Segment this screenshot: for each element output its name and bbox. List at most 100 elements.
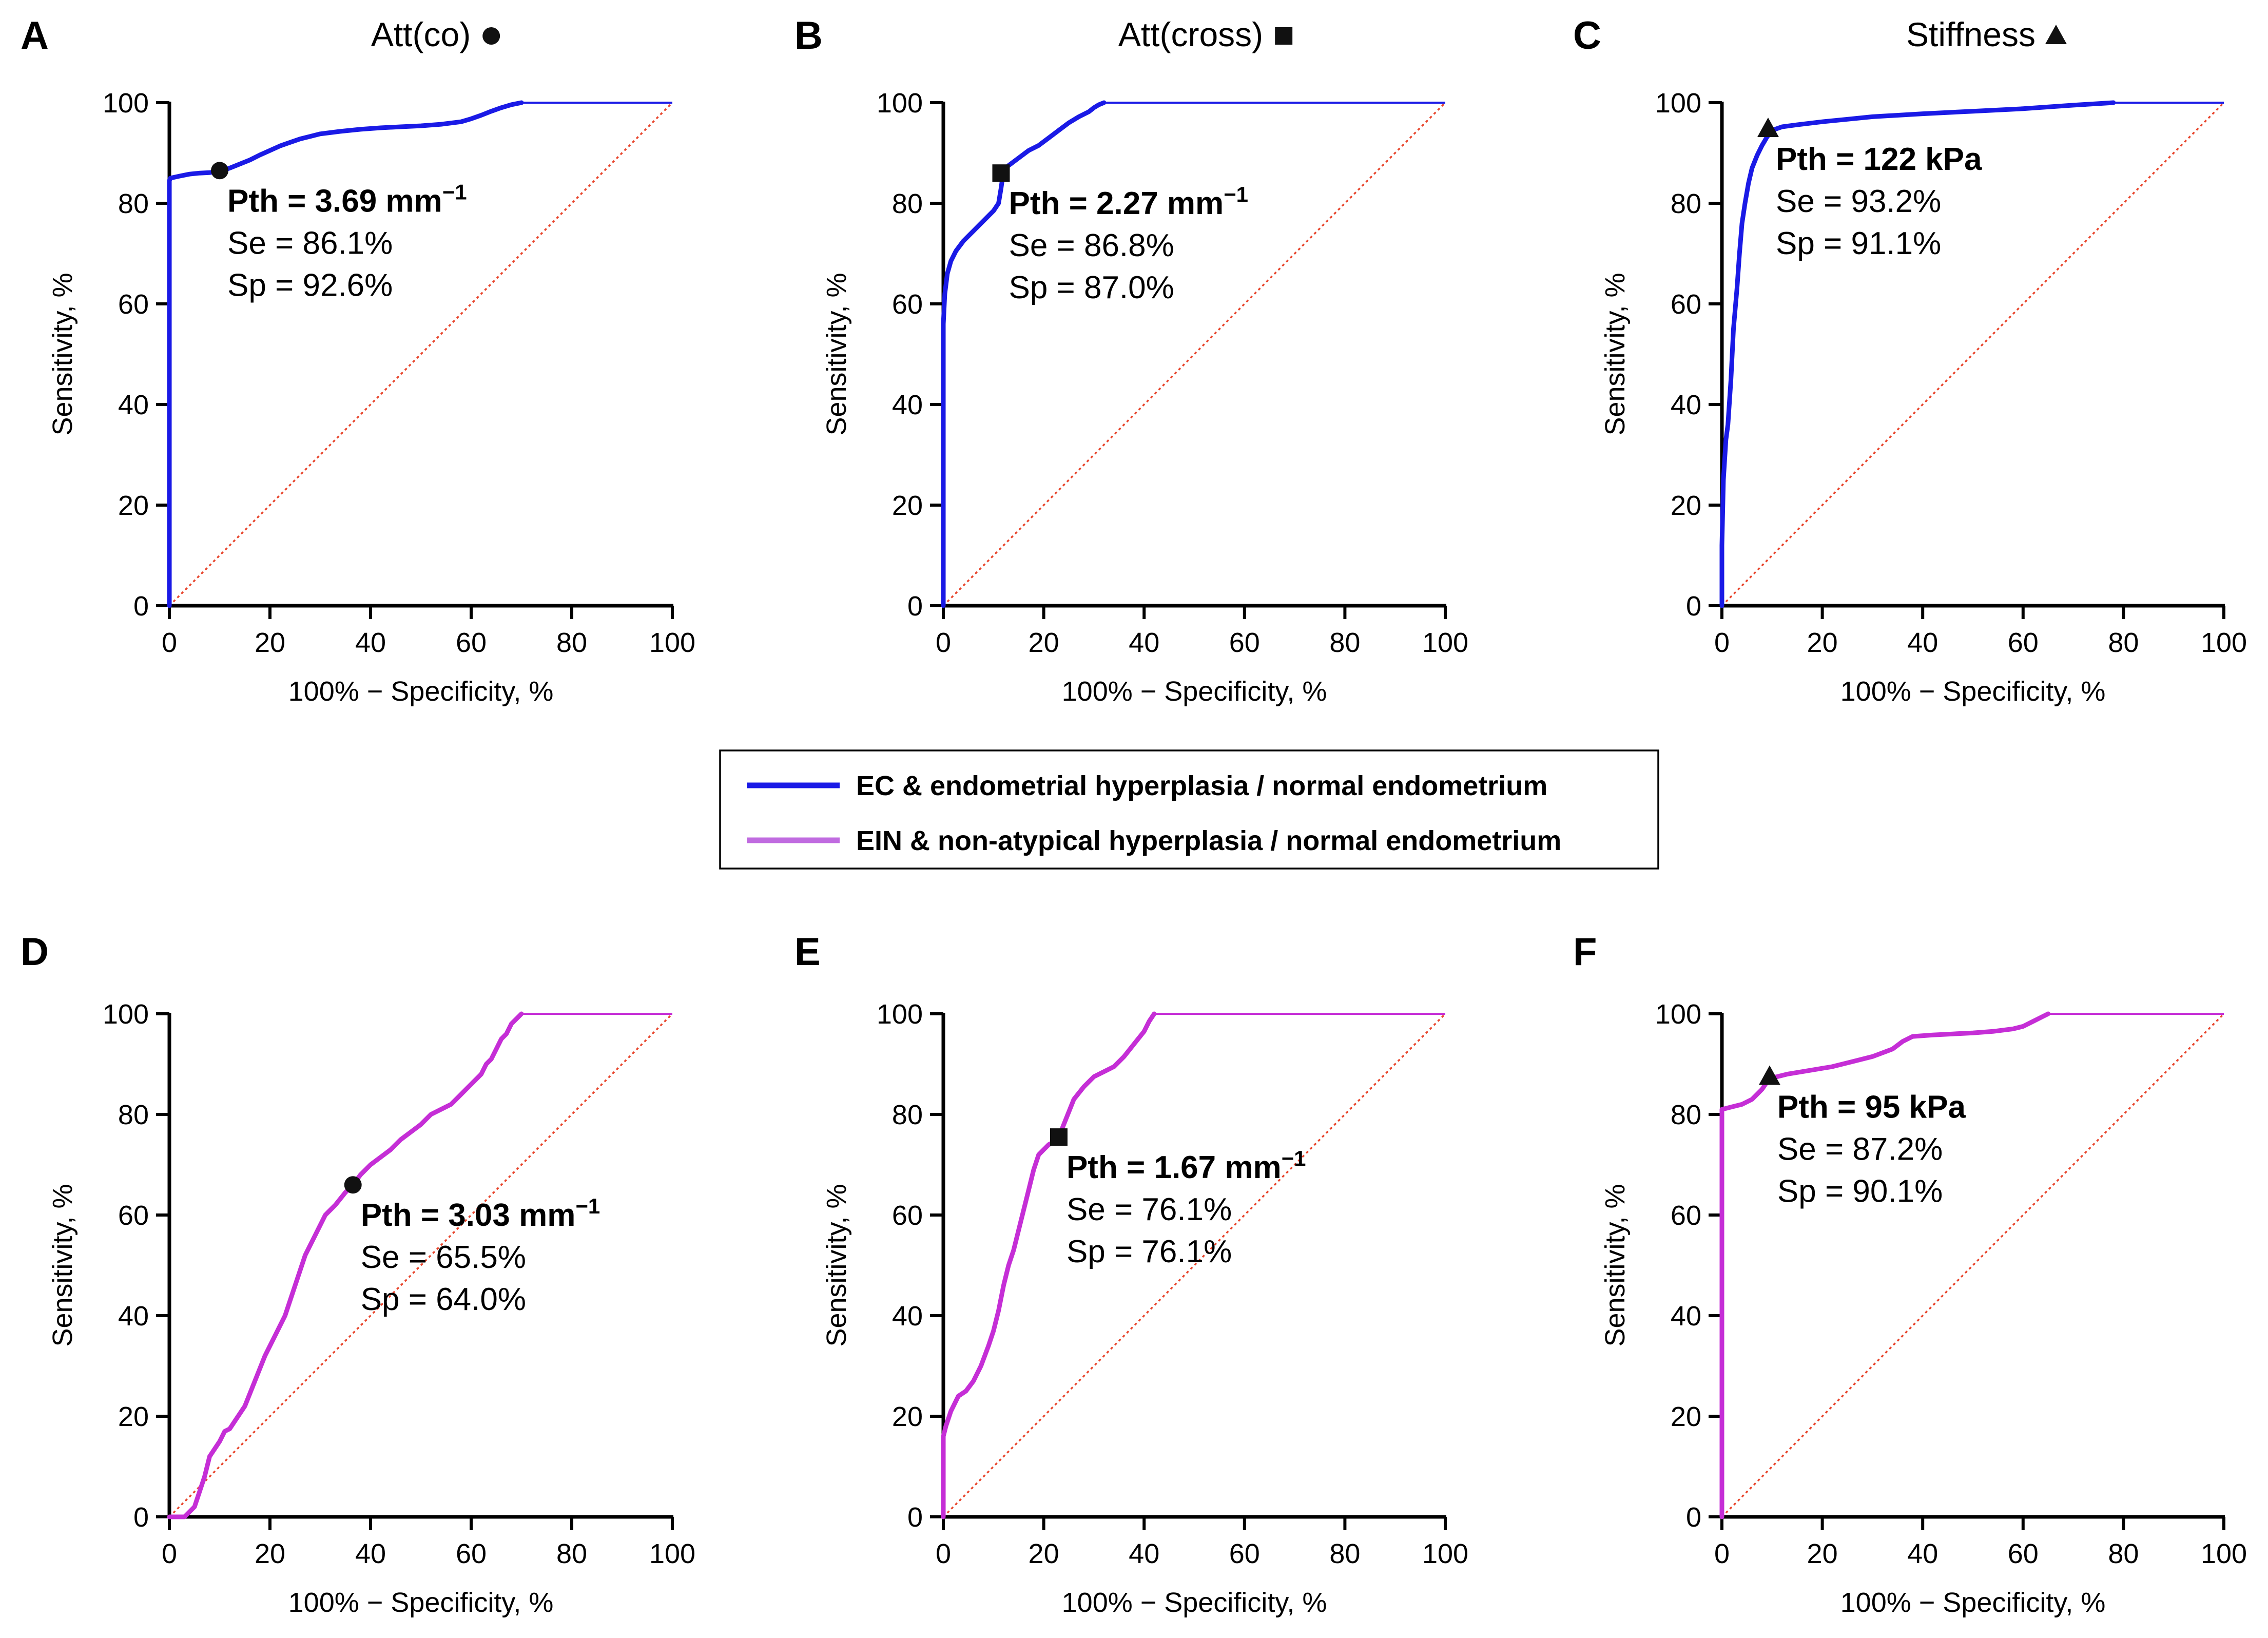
panel-e: E 0 20 40 60 80 100 0 20 40 60 80 100 100% − Specific… bbox=[794, 930, 1468, 1618]
y-tick-label-b: 40 bbox=[892, 390, 923, 420]
panel-letter-e: E bbox=[794, 930, 821, 974]
y-tick-label-d: 60 bbox=[118, 1200, 149, 1231]
y-tick-label-a: 100 bbox=[103, 88, 149, 119]
x-tick-label-e: 0 bbox=[936, 1538, 951, 1569]
y-tick-label-f: 20 bbox=[1671, 1401, 1701, 1432]
x-axis-label-c: 100% − Specificity, % bbox=[1840, 676, 2106, 707]
threshold-marker-f bbox=[1758, 1065, 1780, 1085]
threshold-label-f: Pth = 95 kPa bbox=[1777, 1090, 1966, 1125]
sensitivity-value-b: Se = 86.8% bbox=[1009, 228, 1174, 263]
y-tick-label-d: 20 bbox=[118, 1401, 149, 1432]
x-tick-label-a: 0 bbox=[162, 627, 177, 658]
x-tick-label-d: 40 bbox=[355, 1538, 386, 1569]
panel-letter-c: C bbox=[1573, 14, 1601, 57]
panel-letter-f: F bbox=[1573, 930, 1597, 974]
x-axis-label-b: 100% − Specificity, % bbox=[1062, 676, 1327, 707]
x-tick-label-a: 80 bbox=[556, 627, 587, 658]
x-tick-label-c: 0 bbox=[1714, 627, 1730, 658]
x-tick-label-c: 80 bbox=[2108, 627, 2139, 658]
specificity-value-d: Sp = 64.0% bbox=[361, 1282, 526, 1317]
roc-curve-c bbox=[1719, 100, 2116, 608]
panel-letter-d: D bbox=[21, 930, 49, 974]
y-tick-label-f: 40 bbox=[1671, 1301, 1701, 1332]
roc-curve-a bbox=[167, 100, 524, 608]
y-tick-label-e: 0 bbox=[907, 1502, 923, 1533]
threshold-marker-d bbox=[344, 1176, 362, 1194]
y-tick-label-c: 80 bbox=[1671, 188, 1701, 219]
specificity-value-b: Sp = 87.0% bbox=[1009, 270, 1174, 305]
panel-letter-b: B bbox=[794, 14, 823, 57]
reference-diagonal-c bbox=[1721, 102, 2225, 607]
sensitivity-value-f: Se = 87.2% bbox=[1777, 1132, 1943, 1167]
y-axis-label-b: Sensitivity, % bbox=[821, 273, 852, 435]
threshold-marker-a bbox=[211, 162, 228, 180]
y-tick-label-c: 60 bbox=[1671, 289, 1701, 320]
y-tick-label-b: 60 bbox=[892, 289, 923, 320]
y-tick-label-b: 20 bbox=[892, 490, 923, 521]
panel-title-b: Att(cross) bbox=[1118, 15, 1263, 53]
threshold-label-c: Pth = 122 kPa bbox=[1776, 142, 1982, 177]
y-tick-label-c: 0 bbox=[1686, 591, 1701, 622]
threshold-marker-c bbox=[1757, 117, 1779, 137]
specificity-value-f: Sp = 90.1% bbox=[1777, 1174, 1943, 1209]
x-tick-label-c: 100 bbox=[2201, 627, 2247, 658]
y-tick-label-d: 80 bbox=[118, 1100, 149, 1130]
roc-curve-f bbox=[1719, 1011, 2051, 1519]
y-axis-label-c: Sensitivity, % bbox=[1600, 273, 1631, 435]
x-tick-label-c: 20 bbox=[1807, 627, 1838, 658]
y-tick-label-f: 100 bbox=[1655, 999, 1701, 1030]
x-tick-label-a: 100 bbox=[649, 627, 695, 658]
sensitivity-value-e: Se = 76.1% bbox=[1067, 1192, 1232, 1227]
sensitivity-value-a: Se = 86.1% bbox=[227, 225, 393, 261]
roc-curve-e bbox=[941, 1011, 1157, 1519]
x-tick-label-b: 60 bbox=[1229, 627, 1260, 658]
panel-a: A Att(co) 0 20 40 60 80 100 0 20 40 60 80 100 100% − S… bbox=[21, 14, 695, 707]
legend-label-blue: EC & endometrial hyperplasia / normal en… bbox=[856, 770, 1547, 801]
y-tick-label-b: 80 bbox=[892, 188, 923, 219]
panels: A Att(co) 0 20 40 60 80 100 0 20 40 60 80 100 100% − S… bbox=[21, 14, 2247, 1618]
panel-b: B Att(cross) 0 20 40 60 80 100 0 20 40 60 80 100 100% … bbox=[794, 14, 1468, 707]
x-axis-label-d: 100% − Specificity, % bbox=[288, 1587, 554, 1618]
x-tick-label-f: 100 bbox=[2201, 1538, 2247, 1569]
x-tick-label-e: 80 bbox=[1329, 1538, 1360, 1569]
x-tick-label-e: 60 bbox=[1229, 1538, 1260, 1569]
x-tick-label-e: 100 bbox=[1422, 1538, 1468, 1569]
y-tick-label-c: 100 bbox=[1655, 88, 1701, 119]
y-tick-label-b: 100 bbox=[877, 88, 923, 119]
y-tick-label-c: 20 bbox=[1671, 490, 1701, 521]
y-tick-label-a: 0 bbox=[133, 591, 149, 622]
threshold-label-b: Pth = 2.27 mm−1 bbox=[1009, 182, 1248, 221]
panel-c: C Stiffness 0 20 40 60 80 100 0 20 40 60 80 100 100% −… bbox=[1573, 14, 2247, 707]
x-axis-label-e: 100% − Specificity, % bbox=[1062, 1587, 1327, 1618]
threshold-label-a: Pth = 3.69 mm−1 bbox=[227, 180, 467, 219]
y-axis-label-e: Sensitivity, % bbox=[821, 1184, 852, 1346]
x-tick-label-f: 80 bbox=[2108, 1538, 2139, 1569]
specificity-value-e: Sp = 76.1% bbox=[1067, 1234, 1232, 1269]
y-tick-label-f: 0 bbox=[1686, 1502, 1701, 1533]
y-tick-label-e: 80 bbox=[892, 1100, 923, 1130]
y-tick-label-a: 60 bbox=[118, 289, 149, 320]
y-tick-label-e: 60 bbox=[892, 1200, 923, 1231]
specificity-value-a: Sp = 92.6% bbox=[227, 267, 393, 303]
y-tick-label-d: 100 bbox=[103, 999, 149, 1030]
x-tick-label-b: 100 bbox=[1422, 627, 1468, 658]
y-axis-label-d: Sensitivity, % bbox=[47, 1184, 78, 1346]
x-tick-label-c: 40 bbox=[1907, 627, 1938, 658]
x-tick-label-d: 80 bbox=[556, 1538, 587, 1569]
panel-title-group-c: Stiffness bbox=[1906, 15, 2067, 53]
x-tick-label-e: 40 bbox=[1129, 1538, 1159, 1569]
threshold-marker-b bbox=[992, 164, 1010, 182]
legend-label-magenta: EIN & non-atypical hyperplasia / normal … bbox=[856, 825, 1561, 856]
title-marker-c bbox=[2045, 25, 2067, 44]
y-tick-label-b: 0 bbox=[907, 591, 923, 622]
threshold-label-e: Pth = 1.67 mm−1 bbox=[1067, 1146, 1306, 1185]
panel-title-group-b: Att(cross) bbox=[1118, 15, 1293, 53]
x-tick-label-d: 60 bbox=[456, 1538, 487, 1569]
x-tick-label-b: 80 bbox=[1329, 627, 1360, 658]
title-marker-a bbox=[482, 27, 500, 45]
panel-d: D 0 20 40 60 80 100 0 20 40 60 80 100 100% − Specific… bbox=[21, 930, 695, 1618]
y-tick-label-a: 80 bbox=[118, 188, 149, 219]
legend: EC & endometrial hyperplasia / normal en… bbox=[719, 749, 1659, 870]
reference-diagonal-a bbox=[168, 102, 673, 607]
y-tick-label-a: 40 bbox=[118, 390, 149, 420]
